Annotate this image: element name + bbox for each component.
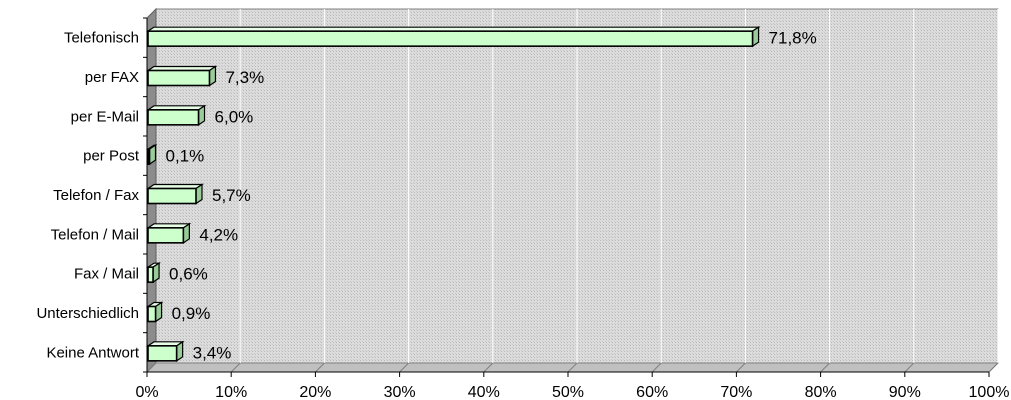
category-label: Fax / Mail [74,266,139,283]
bar [146,222,192,244]
category-label: Telefon / Fax [53,187,139,204]
bar [146,183,204,205]
x-tick-label: 0% [135,384,158,400]
x-tick-label: 50% [552,384,584,400]
value-label: 4,2% [199,225,238,244]
category-label: per Post [83,148,140,165]
plot-wall [145,7,1000,374]
value-label: 71,8% [769,29,817,48]
value-label: 7,3% [225,68,264,87]
value-label: 0,6% [169,265,208,284]
bar-side [182,222,190,244]
floor-gridline [483,362,494,373]
bar-front [147,266,154,283]
x-tick-label: 20% [299,384,331,400]
bar-side [208,65,217,87]
x-tick-label: 30% [384,384,416,400]
bar-side [195,183,203,205]
gridlines [146,9,999,373]
axes [143,17,990,377]
floor-gridline [904,362,915,373]
bars [146,26,761,362]
x-tick-label: 70% [720,384,752,400]
floor-gridline [736,362,746,373]
bar [146,26,761,48]
bar-front [147,30,754,47]
bar [146,340,185,362]
category-label: per FAX [85,69,139,86]
value-label: 5,7% [212,186,251,205]
x-tick-label: 80% [805,384,837,400]
floor-gridline [315,362,325,373]
bar-front [147,305,157,323]
value-label: 0,9% [172,304,211,323]
x-tick-label: 90% [889,384,921,400]
floor-gridline [820,362,830,373]
bar-front [147,69,211,87]
value-label: 0,1% [166,147,205,166]
bar [146,65,218,87]
floor-gridline [230,362,241,373]
bar-front [147,227,185,244]
category-label: Unterschiedlich [36,305,139,322]
bar [146,301,164,323]
bar-side [197,104,206,126]
x-tick-label: 10% [215,384,247,400]
bar [146,262,162,284]
x-tick-label: 60% [636,384,668,400]
bar-front [147,109,200,126]
bar-front [147,187,197,205]
category-label: Telefonisch [64,30,139,47]
bar [146,144,158,166]
bar-side [154,301,163,323]
floor-gridline [399,362,409,373]
bar-side [152,262,160,284]
bar-side [751,26,760,48]
labels: 0% 10% 20% 30% 40% 50% 60% 70% 80% 90% 100% Telefon… [36,29,1009,400]
x-tick-label: 40% [468,384,500,400]
value-label: 3,4% [193,343,232,362]
bar-side [148,144,157,166]
category-label: per E-Mail [71,108,139,125]
bar-front [147,345,178,362]
bar-side [176,340,184,362]
value-label: 6,0% [215,107,254,126]
floor-gridline [988,362,999,373]
floor-gridline [146,362,157,373]
x-tick-label: 100% [969,384,1010,400]
bar-front [147,148,151,165]
bar [146,104,207,126]
category-label: Keine Antwort [46,344,139,361]
floor-gridline [651,362,662,373]
floor-gridline [567,362,578,373]
category-label: Telefon / Mail [51,226,139,243]
